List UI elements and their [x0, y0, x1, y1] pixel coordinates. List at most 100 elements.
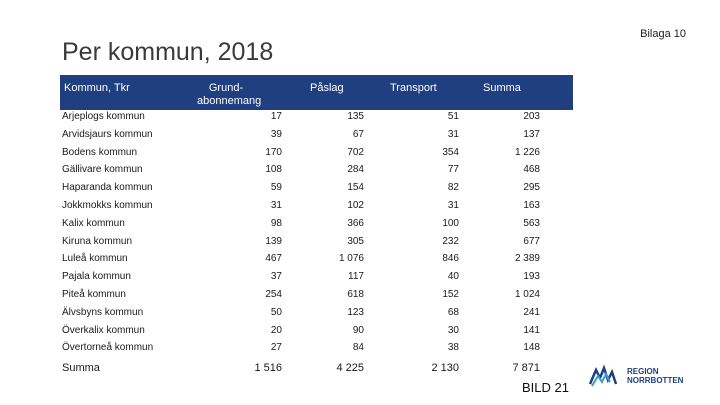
table-row: Jokkmokks kommun 31 102 31 163 [62, 200, 573, 218]
table-row: Haparanda kommun 59 154 82 295 [62, 182, 573, 200]
summa-cell: 468 [523, 164, 540, 176]
logo-line2: NORRBOTTEN [627, 376, 684, 385]
paslag-cell: 366 [347, 217, 364, 229]
summa-cell: 7 871 [512, 362, 540, 375]
transport-cell: 31 [447, 128, 459, 140]
transport-cell: 31 [447, 200, 459, 211]
paslag-cell: 67 [352, 128, 364, 140]
table-row: Pajala kommun 37 117 40 193 [62, 271, 573, 289]
transport-cell: 30 [447, 324, 459, 336]
transport-cell: 354 [442, 146, 459, 158]
kommun-cell: Summa [62, 362, 100, 375]
grund-cell: 139 [265, 235, 282, 247]
total-row: Summa 1 516 4 225 2 130 7 871 [62, 362, 573, 380]
summa-cell: 203 [523, 111, 540, 122]
table-row: Arvidsjaurs kommun 39 67 31 137 [62, 129, 573, 147]
transport-cell: 38 [447, 342, 459, 354]
header-paslag: Påslag [310, 82, 344, 94]
table-row: Överkalix kommun 20 90 30 141 [62, 325, 573, 343]
paslag-cell: 123 [347, 306, 364, 318]
table-row: Älvsbyns kommun 50 123 68 241 [62, 307, 573, 325]
paslag-cell: 618 [347, 289, 364, 300]
kommun-cell: Luleå kommun [62, 253, 128, 265]
paslag-cell: 305 [347, 235, 364, 247]
summa-cell: 141 [523, 324, 540, 336]
summa-cell: 137 [523, 128, 540, 140]
transport-cell: 2 130 [431, 362, 459, 375]
kommun-cell: Jokkmokks kommun [62, 200, 153, 211]
summa-cell: 148 [523, 342, 540, 354]
grund-cell: 31 [270, 200, 282, 211]
kommun-cell: Överkalix kommun [62, 324, 145, 336]
summa-cell: 1 226 [514, 146, 540, 158]
appendix-label: Bilaga 10 [640, 28, 686, 40]
table-row: Övertorneå kommun 27 84 38 148 [62, 342, 573, 360]
table-row: Kalix kommun 98 366 100 563 [62, 218, 573, 236]
header-grund: Grund-abonnemang [197, 82, 262, 107]
transport-cell: 82 [447, 182, 459, 194]
table-row: Gällivare kommun 108 284 77 468 [62, 164, 573, 182]
transport-cell: 40 [447, 271, 459, 283]
summa-cell: 2 389 [514, 253, 540, 265]
paslag-cell: 117 [348, 271, 364, 283]
transport-cell: 232 [442, 235, 459, 247]
region-logo-icon [588, 364, 618, 387]
table-row: Bodens kommun 170 702 354 1 226 [62, 147, 573, 165]
kommun-cell: Gällivare kommun [62, 164, 143, 176]
grund-cell: 59 [270, 182, 282, 194]
slide-number: BILD 21 [522, 380, 569, 395]
paslag-cell: 1 076 [338, 253, 364, 265]
kommun-cell: Bodens kommun [62, 146, 138, 158]
paslag-cell: 702 [347, 146, 364, 158]
summa-cell: 677 [523, 235, 540, 247]
transport-cell: 846 [442, 253, 459, 265]
grund-cell: 37 [270, 271, 282, 283]
grund-cell: 39 [270, 128, 282, 140]
kommun-cell: Älvsbyns kommun [62, 306, 144, 318]
paslag-cell: 284 [347, 164, 364, 176]
logo-line1: REGION [627, 367, 659, 376]
paslag-cell: 84 [352, 342, 364, 354]
grund-cell: 467 [265, 253, 282, 265]
kommun-cell: Arjeplogs kommun [62, 111, 145, 122]
paslag-cell: 90 [352, 324, 364, 336]
header-kommun: Kommun, Tkr [64, 82, 130, 94]
transport-cell: 51 [447, 111, 459, 122]
summa-cell: 193 [523, 271, 540, 283]
summa-cell: 295 [523, 182, 540, 194]
header-summa: Summa [483, 82, 521, 94]
grund-cell: 254 [265, 289, 282, 300]
paslag-cell: 135 [347, 111, 364, 122]
page-title: Per kommun, 2018 [62, 38, 274, 66]
summa-cell: 163 [523, 200, 540, 211]
kommun-cell: Pajala kommun [62, 271, 131, 283]
table-row: Arjeplogs kommun 17 135 51 203 [62, 111, 573, 129]
table-header: Kommun, Tkr Grund-abonnemang Påslag Tran… [60, 75, 573, 110]
paslag-cell: 102 [347, 200, 364, 211]
grund-cell: 27 [270, 342, 282, 354]
transport-cell: 68 [447, 306, 459, 318]
paslag-cell: 4 225 [336, 362, 364, 375]
grund-cell: 98 [270, 217, 282, 229]
summa-cell: 563 [523, 217, 540, 229]
kommun-cell: Arvidsjaurs kommun [62, 128, 153, 140]
table-row: Luleå kommun 467 1 076 846 2 389 [62, 253, 573, 271]
transport-cell: 152 [442, 289, 459, 300]
kommun-cell: Kiruna kommun [62, 235, 133, 247]
table-row: Kiruna kommun 139 305 232 677 [62, 236, 573, 254]
grund-cell: 1 516 [254, 362, 282, 375]
logo-text: REGION NORRBOTTEN [627, 367, 683, 385]
grund-cell: 17 [270, 111, 282, 122]
grund-cell: 108 [265, 164, 282, 176]
grund-cell: 50 [270, 306, 282, 318]
table-row: Piteå kommun 254 618 152 1 024 [62, 289, 573, 307]
paslag-cell: 154 [347, 182, 364, 194]
transport-cell: 100 [442, 217, 459, 229]
summa-cell: 241 [523, 306, 540, 318]
kommun-cell: Haparanda kommun [62, 182, 153, 194]
kommun-cell: Kalix kommun [62, 217, 125, 229]
grund-cell: 20 [270, 324, 282, 336]
grund-cell: 170 [265, 146, 282, 158]
transport-cell: 77 [447, 164, 459, 176]
summa-cell: 1 024 [514, 289, 540, 300]
